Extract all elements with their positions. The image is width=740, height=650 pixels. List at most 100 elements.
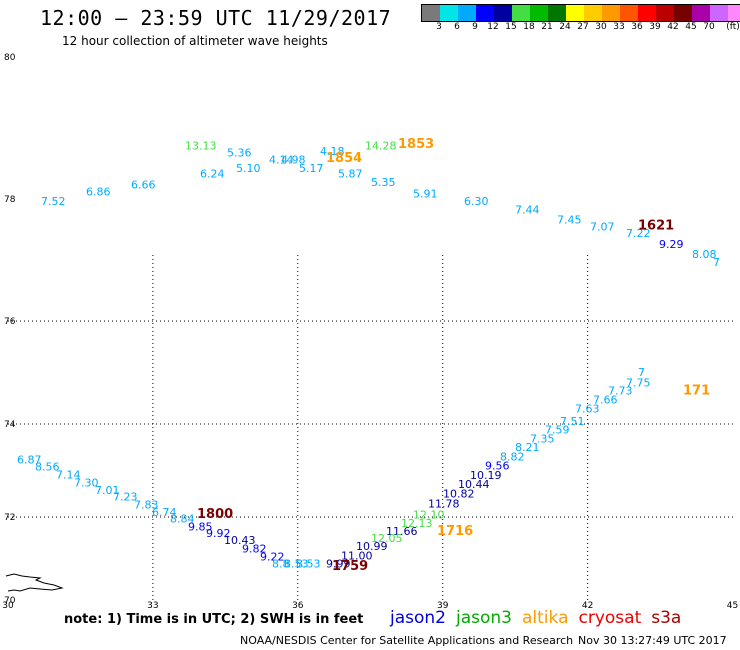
wave-height-label: 8.21 [515,441,540,454]
lon-label: 42 [582,601,593,611]
color-swatch [494,5,512,21]
color-legend-label: 24 [559,22,571,32]
time-labels: 1853 1854 1621 171 1800 1716 1759 [197,137,710,574]
color-legend-label: (ft) [726,22,740,32]
satellite-s3a: s3a [651,608,682,628]
observation-time-label: 1759 [332,559,368,574]
color-legend-label: 3 [436,22,442,32]
wave-height-label: 8.84 [170,512,195,525]
wave-height-label: 6.24 [200,168,225,181]
wave-height-label: 7.45 [557,213,582,226]
lon-label: 30 [2,601,14,611]
wave-height-label: 9.56 [485,460,510,473]
wave-height-label: 9.29 [659,238,684,251]
color-legend-label: 45 [685,22,697,32]
wave-height-label: 5.91 [413,188,438,201]
credit-text: NOAA/NESDIS Center for Satellite Applica… [240,634,574,647]
observation-time-label: 171 [683,384,710,399]
lat-label: 74 [4,420,16,430]
color-swatch [674,5,692,21]
wave-height-label: 13.13 [185,139,217,152]
color-legend-label: 18 [523,22,535,32]
wave-height-label: 6.86 [86,185,111,198]
satellite-jason2: jason2 [390,608,446,628]
color-swatch [692,5,710,21]
wave-height-label: 5.36 [227,146,252,159]
observation-time-label: 1853 [398,137,434,152]
color-swatch [458,5,476,21]
footer-note: note: 1) Time is in UTC; 2) SWH is in fe… [64,612,364,627]
wave-height-label: 4.98 [281,154,306,167]
wave-height-label: 7.14 [56,468,81,481]
wave-height-label: 9.22 [260,551,285,564]
wave-height-label: 7.75 [626,376,651,389]
color-legend-label: 6 [454,22,460,32]
wave-height-label: 10.99 [356,540,388,553]
wave-height-label: 7.01 [95,484,120,497]
wave-height-label: 11.66 [386,525,418,538]
color-legend-label: 21 [541,22,553,32]
wave-height-label: 7.22 [626,227,651,240]
color-swatch [512,5,530,21]
color-legend-label: 15 [505,22,517,32]
wave-height-label: 7.30 [74,476,99,489]
page-title: 12:00 — 23:59 UTC 11/29/2017 [40,6,392,30]
wave-height-label: 8.53 [296,558,321,571]
lon-label: 45 [727,601,738,611]
color-legend-label: 39 [649,22,661,32]
island-coastline [5,573,64,592]
wave-height-label: 4.14 [269,154,294,167]
color-swatch [422,5,440,21]
lat-label: 76 [4,317,16,327]
page-subtitle: 12 hour collection of altimeter wave hei… [62,34,328,48]
lat-label: 72 [4,513,15,523]
wave-height-label: 5.87 [338,168,363,181]
lon-label: 39 [437,601,449,611]
wave-height-label: 8.8 [272,558,290,571]
color-legend-label: 33 [613,22,625,32]
color-swatch [566,5,584,21]
wave-height-label: 7.83 [134,499,159,512]
map-grid [8,255,735,600]
color-legend-label: 9 [472,22,478,32]
wave-height-label: 10.19 [470,469,502,482]
observation-labels: 13.13 5.36 14.28 4.18 4.144.98 5.10 5.17 6.24 5.… [17,139,720,570]
satellite-legend: jason2 jason3 altika cryosat s3a [390,608,691,628]
satellite-jason3: jason3 [456,608,512,628]
wave-height-label: 8.53 [284,558,309,571]
wave-height-label: 6.74 [152,506,177,519]
wave-height-label: 7.51 [560,415,585,428]
wave-height-label: 11.00 [341,549,373,562]
wave-height-label: 8.56 [35,461,60,474]
color-swatch [728,5,740,21]
color-swatch [476,5,494,21]
observation-time-label: 1621 [638,219,674,234]
observation-time-label: 1716 [437,524,473,539]
wave-height-label: 5.10 [236,162,261,175]
observation-time-label: 1800 [197,507,233,522]
wave-height-label: 9.92 [206,527,231,540]
wave-height-label: 9.99 [326,558,351,571]
coastline [5,573,64,592]
lat-label: 80 [4,53,16,63]
color-legend-label: 12 [487,22,499,32]
lon-label: 36 [292,601,304,611]
wave-height-label: 7.52 [41,195,66,208]
color-swatch [584,5,602,21]
satellite-altika: altika [522,608,569,628]
wave-height-label: 7.35 [530,433,555,446]
wave-height-label: 12.13 [401,517,433,530]
color-swatch [440,5,458,21]
color-swatch [602,5,620,21]
wave-height-label: 7.07 [590,221,615,234]
wave-height-label: 7 [713,256,720,269]
color-swatch [530,5,548,21]
wave-height-label: 12.05 [371,532,403,545]
lat-label: 70 [4,596,16,606]
color-legend-bar [421,4,740,22]
color-swatch [638,5,656,21]
lon-label: 33 [147,601,158,611]
color-legend-label: 70 [703,22,715,32]
wave-height-label: 6.87 [17,454,42,467]
